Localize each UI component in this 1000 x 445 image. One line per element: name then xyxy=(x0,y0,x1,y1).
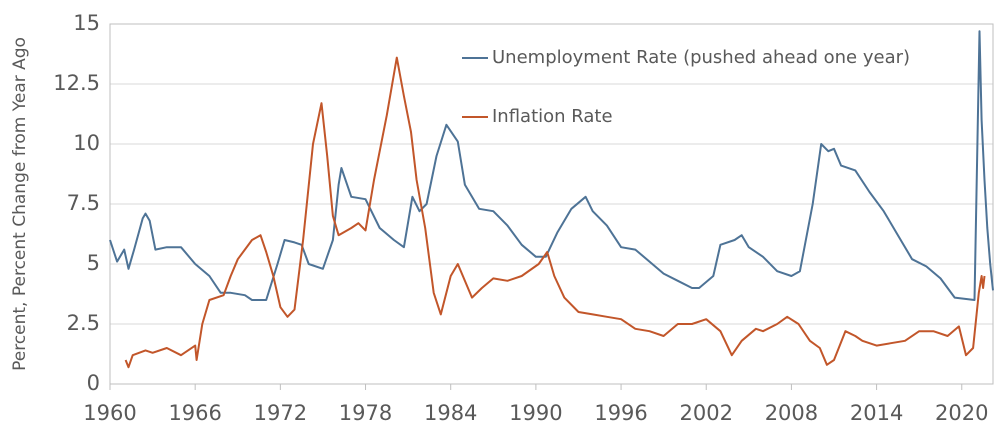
x-tick-label: 1966 xyxy=(168,401,221,425)
legend-label: Unemployment Rate (pushed ahead one year… xyxy=(492,47,910,68)
legend-label: Inflation Rate xyxy=(492,106,613,127)
x-tick-label: 2020 xyxy=(935,401,988,425)
y-tick-label: 0 xyxy=(87,371,100,395)
y-tick-label: 7.5 xyxy=(67,191,100,215)
x-tick-label: 1990 xyxy=(509,401,562,425)
x-tick-label: 1960 xyxy=(83,401,136,425)
x-tick-label: 1978 xyxy=(339,401,392,425)
x-tick-label: 1972 xyxy=(254,401,307,425)
y-tick-label: 10 xyxy=(73,131,100,155)
x-tick-label: 1996 xyxy=(594,401,647,425)
y-axis-label: Percent, Percent Change from Year Ago xyxy=(10,37,30,371)
series-line xyxy=(124,56,986,369)
x-tick-label: 2008 xyxy=(765,401,818,425)
x-tick-label: 2014 xyxy=(850,401,903,425)
plot-frame xyxy=(109,23,994,385)
series-line xyxy=(109,30,994,301)
y-tick-label: 5 xyxy=(87,251,100,275)
y-tick-label: 2.5 xyxy=(67,311,100,335)
y-tick-label: 12.5 xyxy=(53,71,100,95)
x-tick-label: 1984 xyxy=(424,401,477,425)
y-tick-label: 15 xyxy=(73,11,100,35)
x-tick-label: 2002 xyxy=(680,401,733,425)
